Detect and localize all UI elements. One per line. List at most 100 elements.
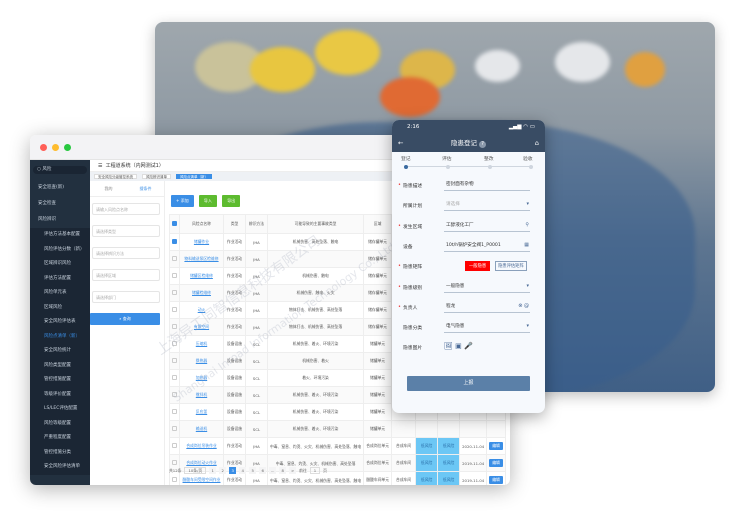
row-checkbox[interactable] bbox=[169, 284, 180, 302]
edit-button[interactable]: 编辑 bbox=[489, 476, 503, 484]
sidebar-item[interactable]: 安全巡查(新) bbox=[38, 185, 65, 190]
risk-point-link[interactable]: 动火 bbox=[179, 301, 224, 319]
row-checkbox[interactable] bbox=[169, 301, 180, 319]
sidebar-item[interactable]: 区域辨识风险 bbox=[30, 257, 90, 272]
sidebar-item[interactable]: 评估方法配置 bbox=[30, 271, 90, 286]
export-button[interactable]: 导出 bbox=[222, 195, 241, 207]
select-all-checkbox[interactable] bbox=[169, 214, 180, 234]
row-checkbox[interactable] bbox=[169, 335, 180, 353]
row-checkbox[interactable] bbox=[169, 352, 180, 370]
row-checkbox[interactable] bbox=[169, 386, 180, 404]
back-arrow-icon[interactable]: ← bbox=[398, 139, 404, 147]
row-checkbox[interactable] bbox=[169, 369, 180, 387]
sidebar-item[interactable]: 安全检查 bbox=[38, 201, 56, 206]
close-button[interactable] bbox=[40, 144, 47, 151]
risk-point-link[interactable]: 输送机 bbox=[179, 420, 224, 438]
sidebar-item[interactable]: 风险等级配置 bbox=[30, 416, 90, 431]
field-input[interactable]: 10t/h锅炉安全阀1_P0001 bbox=[444, 241, 530, 252]
help-icon[interactable]: ? bbox=[479, 141, 487, 148]
sidebar-item[interactable]: 管控措施配置 bbox=[30, 373, 90, 388]
tab-conditions[interactable]: 搜条件 bbox=[127, 181, 164, 196]
table-cell: 储存罐单元 bbox=[363, 267, 393, 285]
risk-point-link[interactable]: 储罐检维修 bbox=[179, 284, 224, 302]
page-button[interactable]: 6 bbox=[259, 467, 267, 474]
risk-point-link[interactable]: 储罐作业 bbox=[179, 233, 224, 251]
sidebar-item[interactable]: 区域风险 bbox=[30, 300, 90, 315]
sidebar-item[interactable]: 风险单元表 bbox=[30, 286, 90, 301]
sidebar-item[interactable]: 风险类型配置 bbox=[30, 358, 90, 373]
import-button[interactable]: 导入 bbox=[198, 195, 217, 207]
row-checkbox[interactable] bbox=[169, 250, 180, 268]
risk-point-link[interactable]: 合成岗位吊装作业 bbox=[179, 437, 224, 455]
sidebar-item[interactable]: 评估方法基本配置 bbox=[30, 228, 90, 243]
scan-icon[interactable]: ▦ bbox=[524, 241, 529, 248]
submit-button[interactable]: 上报 bbox=[407, 376, 530, 391]
minimize-button[interactable] bbox=[52, 144, 59, 151]
tab[interactable]: 风险辨识清单 bbox=[142, 174, 171, 179]
tab[interactable]: 风险点清单（新） bbox=[176, 174, 212, 179]
page-button[interactable]: 2 bbox=[219, 467, 227, 474]
field-input[interactable]: 一般隐患 bbox=[444, 282, 530, 293]
filter-input[interactable]: 请输入风险点名称 bbox=[92, 203, 160, 215]
page-button[interactable]: > bbox=[289, 467, 297, 474]
sidebar-item[interactable]: 管控措施分类 bbox=[30, 445, 90, 460]
sidebar-item[interactable]: 安全风险评估清单 bbox=[30, 460, 90, 475]
sidebar-item[interactable]: 严重程度配置 bbox=[30, 431, 90, 446]
edit-button[interactable]: 编辑 bbox=[489, 459, 503, 467]
query-button[interactable]: ⌕ 查询 bbox=[90, 313, 160, 325]
maximize-button[interactable] bbox=[64, 144, 71, 151]
sidebar-item[interactable]: 安全风险评估表 bbox=[30, 315, 90, 330]
row-checkbox[interactable] bbox=[169, 403, 180, 421]
matrix-button[interactable]: 隐患评估矩阵 bbox=[495, 261, 527, 272]
row-checkbox[interactable] bbox=[169, 437, 180, 455]
risk-point-link[interactable]: 物料输送泵区检维修 bbox=[179, 250, 224, 268]
sidebar-item[interactable]: 等级评价配置 bbox=[30, 387, 90, 402]
risk-point-link[interactable]: 搅拌机 bbox=[179, 386, 224, 404]
page-button[interactable]: 8 bbox=[279, 467, 287, 474]
add-button[interactable]: + 添加 bbox=[171, 195, 194, 207]
sidebar-item[interactable]: 风险评估分数（新） bbox=[30, 242, 90, 257]
risk-point-link[interactable]: 反应釜 bbox=[179, 403, 224, 421]
row-checkbox[interactable] bbox=[169, 233, 180, 251]
goto-input[interactable]: 1 bbox=[309, 467, 321, 474]
home-icon[interactable]: ⌂ bbox=[534, 139, 539, 147]
risk-point-link[interactable]: 换热器 bbox=[179, 352, 224, 370]
page-button[interactable]: 3 bbox=[229, 467, 237, 474]
field-input[interactable]: 密封面有杂物 bbox=[444, 180, 530, 191]
sidebar-item[interactable]: LS/LEC评估配置 bbox=[30, 402, 90, 417]
filter-input[interactable]: 请选择区域 bbox=[92, 269, 160, 281]
sidebar-item[interactable]: 风险点清单（新） bbox=[30, 329, 90, 344]
risk-point-link[interactable]: 储罐区检维修 bbox=[179, 267, 224, 285]
risk-point-link[interactable]: 加热器 bbox=[179, 369, 224, 387]
photo-upload-icons[interactable]: 🖼 ▣ 🎤 bbox=[444, 342, 473, 351]
dropdown-icon[interactable]: ▾ bbox=[526, 282, 529, 289]
field-input[interactable]: 请选择 bbox=[444, 200, 530, 212]
row-checkbox[interactable] bbox=[169, 267, 180, 285]
row-checkbox[interactable] bbox=[169, 420, 180, 438]
sidebar-search[interactable]: ○ 风险 bbox=[33, 166, 87, 174]
sidebar-item[interactable]: 安全风险统计 bbox=[30, 344, 90, 359]
page-button[interactable]: 1 bbox=[209, 467, 217, 474]
page-button[interactable]: ... bbox=[269, 467, 277, 474]
risk-point-link[interactable]: 压缩机 bbox=[179, 335, 224, 353]
filter-input[interactable]: 请选择辨识方法 bbox=[92, 247, 160, 259]
page-size-select[interactable]: 10条/页 bbox=[184, 467, 207, 474]
table-cell: 作业活动 bbox=[223, 301, 246, 319]
sidebar-item[interactable]: 风险辨识 bbox=[38, 217, 56, 222]
dropdown-icon[interactable]: ▾ bbox=[526, 201, 529, 208]
row-checkbox[interactable] bbox=[169, 318, 180, 336]
tab-mine[interactable]: 我的 bbox=[104, 186, 113, 191]
filter-input[interactable]: 请选择类型 bbox=[92, 225, 160, 237]
filter-input[interactable]: 请选择部门 bbox=[92, 291, 160, 303]
contact-icon[interactable]: ⊗ @ bbox=[518, 302, 529, 309]
dropdown-icon[interactable]: ▾ bbox=[526, 323, 529, 330]
page-button[interactable]: 4 bbox=[239, 467, 247, 474]
risk-point-link[interactable]: 有限空间 bbox=[179, 318, 224, 336]
location-icon[interactable]: ⚲ bbox=[525, 221, 529, 228]
field-input[interactable]: 工醇液化工厂 bbox=[444, 221, 530, 232]
tab[interactable]: 安全风险分级管控系统 bbox=[94, 174, 137, 179]
field-input[interactable]: 程龙 bbox=[444, 302, 530, 313]
page-button[interactable]: 5 bbox=[249, 467, 257, 474]
edit-button[interactable]: 编辑 bbox=[489, 442, 503, 450]
field-input[interactable]: 电气隐患 bbox=[444, 322, 530, 334]
